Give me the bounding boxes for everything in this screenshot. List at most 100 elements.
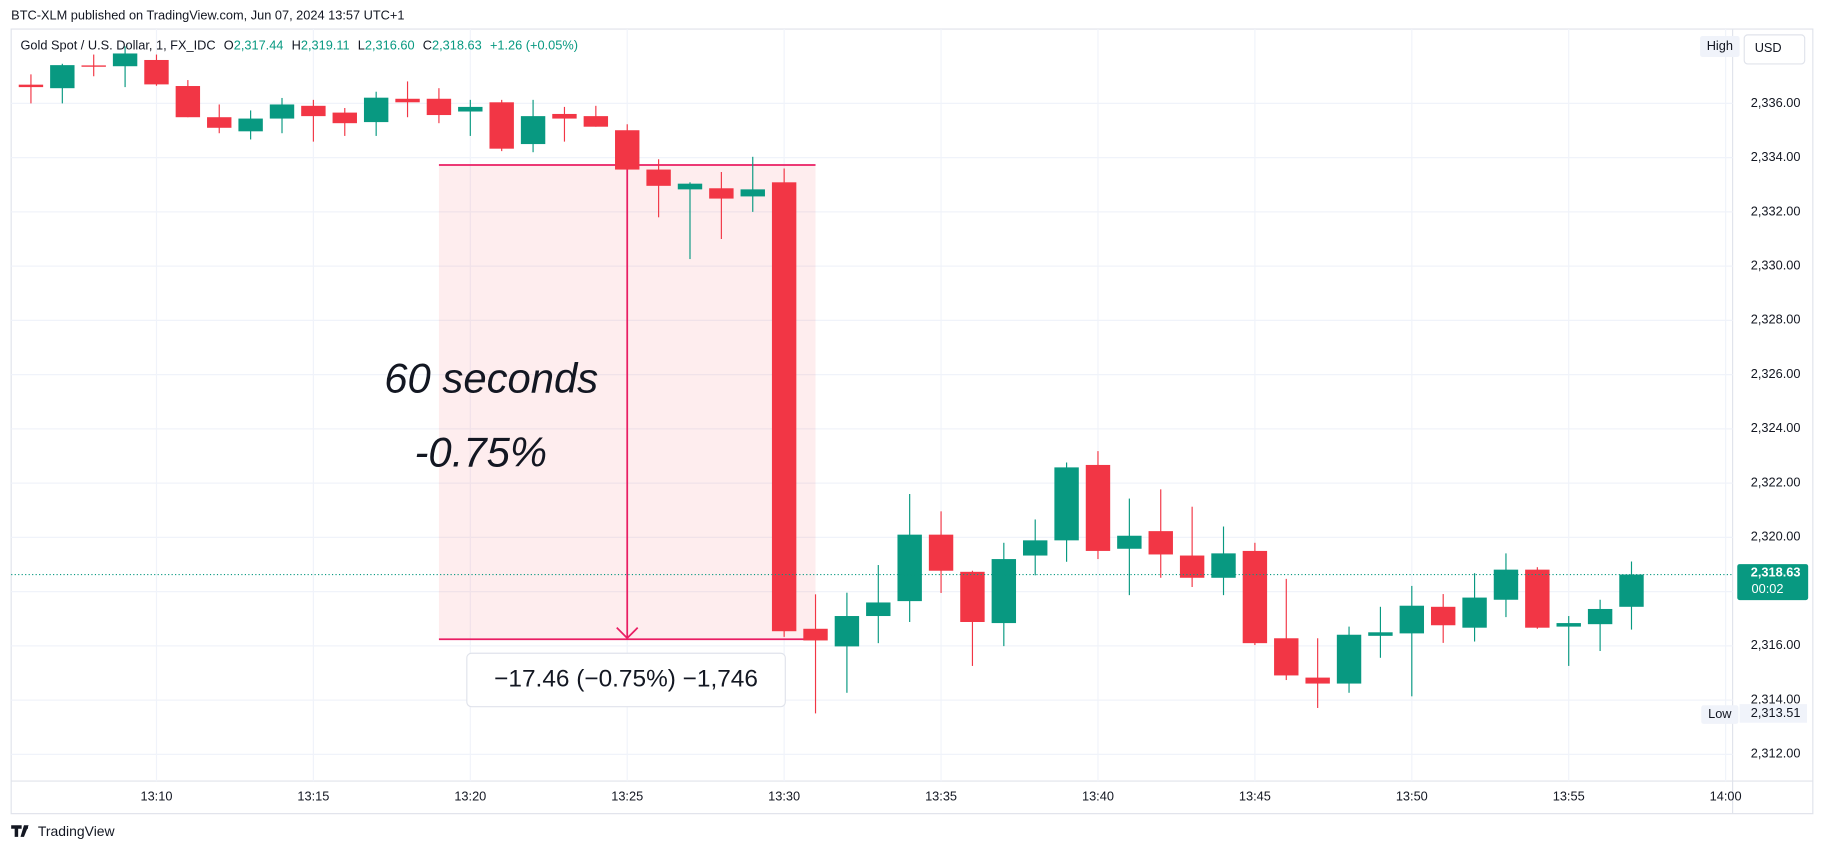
y-tick-label: 2,320.00 bbox=[1751, 529, 1801, 544]
open-value: 2,317.44 bbox=[234, 38, 284, 53]
low-price-box bbox=[1739, 704, 1808, 723]
candle-body bbox=[771, 182, 797, 632]
axes: 2,312.002,314.002,316.002,318.002,320.00… bbox=[11, 95, 1809, 804]
footer: TradingView bbox=[11, 823, 116, 839]
symbol-header: Gold Spot / U.S. Dollar, 1, FX_IDC O2,31… bbox=[20, 38, 577, 53]
x-tick-label: 13:15 bbox=[297, 789, 329, 804]
last-price-box bbox=[1737, 564, 1809, 601]
percent-note: -0.75% bbox=[415, 429, 548, 476]
logo-dot bbox=[24, 825, 29, 830]
candle-body bbox=[1336, 634, 1362, 684]
candle-body bbox=[1556, 623, 1581, 627]
y-tick-label: 2,314.00 bbox=[1751, 691, 1801, 706]
candle-body bbox=[803, 628, 828, 641]
candle-body bbox=[1242, 550, 1268, 644]
candle-body bbox=[426, 98, 452, 116]
y-tick-label: 2,332.00 bbox=[1751, 203, 1801, 218]
logo bbox=[11, 825, 29, 837]
change-value: +1.26 (+0.05%) bbox=[490, 38, 578, 53]
candle-body bbox=[489, 102, 514, 149]
y-tick-label: 2,336.00 bbox=[1751, 95, 1801, 110]
y-tick-label: 2,312.00 bbox=[1751, 746, 1801, 761]
grid bbox=[11, 29, 1733, 782]
candle-body bbox=[1054, 467, 1079, 541]
candle-body bbox=[1117, 535, 1142, 549]
x-tick-label: 13:20 bbox=[454, 789, 486, 804]
candle-body bbox=[991, 559, 1017, 624]
candle-body bbox=[1619, 574, 1644, 607]
candle-body bbox=[834, 616, 860, 647]
candles bbox=[18, 46, 1644, 714]
candle-body bbox=[1462, 597, 1487, 628]
candle-body bbox=[1305, 677, 1330, 684]
candle-body bbox=[301, 105, 326, 117]
y-tick-label: 2,326.00 bbox=[1751, 366, 1801, 381]
last-price-label: 2,318.63 bbox=[1751, 565, 1801, 580]
published-line: BTC-XLM published on TradingView.com, Ju… bbox=[11, 8, 404, 23]
y-tick-label: 2,330.00 bbox=[1751, 257, 1801, 272]
candle-body bbox=[866, 602, 891, 617]
candle-body bbox=[238, 118, 263, 132]
x-tick-label: 13:25 bbox=[611, 789, 643, 804]
x-tick-label: 13:30 bbox=[768, 789, 800, 804]
currency[interactable]: USD bbox=[1755, 40, 1782, 55]
high-value: 2,319.11 bbox=[301, 38, 350, 53]
candle-body bbox=[50, 65, 75, 89]
candle-body bbox=[175, 86, 201, 118]
y-tick-label: 2,322.00 bbox=[1751, 474, 1801, 489]
high-label: H bbox=[292, 38, 301, 53]
close-value: 2,318.63 bbox=[432, 38, 482, 53]
measure-tool bbox=[438, 164, 816, 641]
measure-label-box bbox=[466, 652, 786, 708]
low-label: L bbox=[358, 38, 365, 53]
y-tick-label: 2,328.00 bbox=[1751, 312, 1801, 327]
candle-body bbox=[960, 571, 985, 622]
candle-body bbox=[1023, 540, 1048, 556]
candle-body bbox=[897, 534, 922, 602]
candle-body bbox=[615, 130, 640, 170]
measure-label: −17.46 (−0.75%) −1,746 bbox=[494, 665, 758, 692]
candle-body bbox=[1179, 555, 1205, 578]
candle-body bbox=[1587, 608, 1613, 625]
low-value: 2,316.60 bbox=[365, 38, 415, 53]
candle-body bbox=[928, 534, 954, 571]
candle-body bbox=[709, 188, 734, 199]
candle-body bbox=[112, 53, 138, 67]
footer-brand: TradingView bbox=[38, 823, 116, 839]
x-tick-label: 13:50 bbox=[1396, 789, 1428, 804]
candle-body bbox=[583, 116, 609, 127]
open-label: O bbox=[224, 38, 234, 53]
y-tick-label: 2,334.00 bbox=[1751, 149, 1801, 164]
candle-body bbox=[1274, 638, 1299, 676]
low-price-label: 2,313.51 bbox=[1751, 705, 1801, 720]
candle-body bbox=[458, 106, 483, 112]
candle-body bbox=[1085, 464, 1111, 551]
candle-body bbox=[677, 183, 703, 190]
candle-body bbox=[1399, 605, 1425, 634]
candle-body bbox=[1368, 632, 1393, 636]
x-tick-label: 13:45 bbox=[1239, 789, 1271, 804]
candle-body bbox=[740, 189, 765, 197]
currency-box[interactable] bbox=[1743, 34, 1806, 65]
x-tick-label: 13:10 bbox=[140, 789, 172, 804]
candle-body bbox=[552, 113, 577, 119]
low-tag-box bbox=[1701, 705, 1739, 724]
candle-body bbox=[395, 98, 420, 103]
candle-body bbox=[1430, 606, 1456, 626]
measure-arrowhead bbox=[616, 627, 639, 640]
x-tick-label: 13:55 bbox=[1553, 789, 1585, 804]
frame bbox=[10, 28, 1814, 815]
candle-body bbox=[520, 116, 546, 145]
candle-body bbox=[332, 112, 357, 124]
close-label: C bbox=[423, 38, 432, 53]
symbol: Gold Spot / U.S. Dollar, 1, FX_IDC bbox=[20, 38, 215, 53]
high-tag-box bbox=[1700, 36, 1740, 57]
y-tick-label: 2,316.00 bbox=[1751, 637, 1801, 652]
candle-body bbox=[1211, 553, 1236, 578]
x-tick-label: 13:40 bbox=[1082, 789, 1114, 804]
candle-body bbox=[18, 84, 44, 88]
countdown: 00:02 bbox=[1752, 581, 1784, 596]
candle-body bbox=[363, 97, 389, 123]
